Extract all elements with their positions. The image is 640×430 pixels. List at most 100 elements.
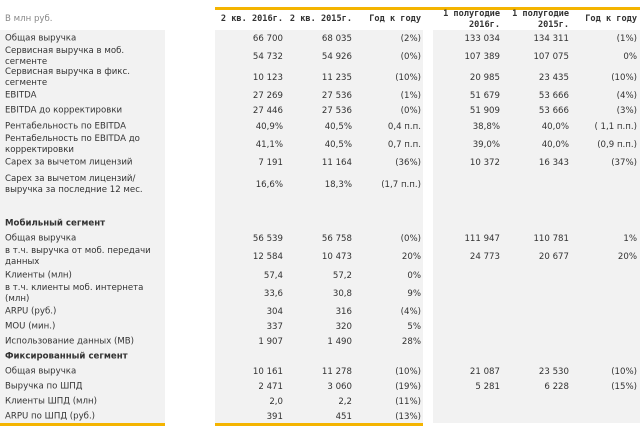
cell-value: (0,9 п.п.) [597, 140, 637, 150]
cell-value: 10 473 [321, 252, 352, 262]
cell-value: 66 700 [252, 34, 283, 44]
row-label: Общая выручка [5, 33, 77, 44]
column-header: Год к году [585, 14, 637, 24]
cell-value: 40,5% [324, 140, 352, 150]
cell-value: 57,2 [332, 271, 352, 281]
cell-value: 28% [401, 337, 421, 347]
cell-value: 11 164 [321, 158, 352, 168]
cell-value: (10%) [611, 73, 637, 83]
cell-value: 9% [407, 289, 421, 299]
row-label: Выручка по ШПД [5, 381, 83, 392]
cell-value: 57,4 [263, 271, 283, 281]
row-label: ARPU по ШПД (руб.) [5, 411, 96, 422]
top-rule [215, 7, 640, 10]
column-header: Год к году [369, 14, 421, 24]
row-label: Рентабельность по EBITDA [5, 121, 126, 132]
cell-value: 16 343 [538, 158, 569, 168]
cell-value: (3%) [616, 106, 637, 116]
row-label: Фиксированный сегмент [5, 351, 128, 362]
bottom-rule-quarter [215, 423, 423, 426]
cell-value: (1%) [400, 91, 421, 101]
cell-value: 20 677 [538, 252, 569, 262]
cell-value: (19%) [395, 382, 421, 392]
cell-value: 21 087 [469, 367, 500, 377]
column-header: 2 кв. 2015г. [289, 14, 352, 24]
cell-value: 56 539 [252, 234, 283, 244]
cell-value: 1 907 [258, 337, 283, 347]
cell-value: (37%) [611, 158, 637, 168]
row-label: в т.ч. клиенты моб. интернета (млн) [5, 283, 144, 304]
cell-value: 107 389 [464, 52, 500, 62]
cell-value: 0,4 п.п. [387, 122, 421, 132]
column-header: 1 полугодие 2016г. [443, 9, 500, 30]
row-label: в т.ч. выручка от моб. передачи данных [5, 246, 151, 267]
cell-value: 23 530 [538, 367, 569, 377]
cell-value: (0%) [400, 106, 421, 116]
cell-value: 320 [335, 322, 352, 332]
cell-value: 5% [407, 322, 421, 332]
cell-value: 23 435 [538, 73, 569, 83]
cell-value: 2 471 [258, 382, 283, 392]
cell-value: 11 235 [321, 73, 352, 83]
cell-value: 51 679 [469, 91, 500, 101]
cell-value: 0,7 п.п. [387, 140, 421, 150]
cell-value: 107 075 [533, 52, 569, 62]
cell-value: 337 [266, 322, 283, 332]
row-label: Использование данных (MB) [5, 336, 135, 347]
cell-value: (10%) [611, 367, 637, 377]
cell-value: (1%) [616, 34, 637, 44]
cell-value: 133 034 [464, 34, 500, 44]
cell-value: 11 278 [321, 367, 352, 377]
cell-value: 0% [407, 271, 421, 281]
cell-value: 20% [401, 252, 421, 262]
row-label: Capex за вычетом лицензий [5, 157, 133, 168]
cell-value: 39,0% [472, 140, 500, 150]
halfyear-block-bg [433, 30, 640, 423]
cell-value: 304 [266, 307, 283, 317]
cell-value: 54 732 [252, 52, 283, 62]
cell-value: 27 536 [321, 106, 352, 116]
cell-value: 1 490 [327, 337, 352, 347]
cell-value: 53 666 [538, 91, 569, 101]
cell-value: 33,6 [263, 289, 283, 299]
cell-value: 68 035 [321, 34, 352, 44]
cell-value: 24 773 [469, 252, 500, 262]
cell-value: 3 060 [327, 382, 352, 392]
label-column-bg [0, 30, 165, 423]
cell-value: 111 947 [464, 234, 500, 244]
row-label: Рентабельность по EBITDA до корректировк… [5, 134, 140, 155]
column-header: 2 кв. 2016г. [220, 14, 283, 24]
cell-value: (1,7 п.п.) [381, 180, 421, 190]
cell-value: 20% [617, 252, 637, 262]
cell-value: 110 781 [533, 234, 569, 244]
cell-value: 40,5% [324, 122, 352, 132]
cell-value: 18,3% [324, 180, 352, 190]
cell-value: (4%) [400, 307, 421, 317]
column-header: 1 полугодие 2015г. [512, 9, 569, 30]
cell-value: 54 926 [321, 52, 352, 62]
cell-value: 56 758 [321, 234, 352, 244]
cell-value: 27 269 [252, 91, 283, 101]
row-label: Сервисная выручка в фикс. сегменте [5, 67, 130, 88]
cell-value: 7 191 [258, 158, 283, 168]
cell-value: 16,6% [255, 180, 283, 190]
row-label: EBITDA [5, 90, 37, 101]
row-label: Клиенты ШПД (млн) [5, 396, 98, 407]
cell-value: 134 311 [533, 34, 569, 44]
cell-value: 53 666 [538, 106, 569, 116]
cell-value: 1% [623, 234, 637, 244]
cell-value: (11%) [395, 397, 421, 407]
row-label: Сервисная выручка в моб. сегменте [5, 46, 125, 67]
cell-value: 20 985 [469, 73, 500, 83]
row-label: Общая выручка [5, 233, 77, 244]
cell-value: 40,0% [541, 140, 569, 150]
cell-value: (36%) [395, 158, 421, 168]
cell-value: 10 161 [252, 367, 283, 377]
cell-value: 51 909 [469, 106, 500, 116]
row-label: EBITDA до корректировки [5, 105, 123, 116]
cell-value: (0%) [400, 52, 421, 62]
row-label: Общая выручка [5, 366, 77, 377]
cell-value: 41,1% [255, 140, 283, 150]
cell-value: 27 446 [252, 106, 283, 116]
row-label: Capex за вычетом лицензий/выручка за пос… [5, 174, 143, 195]
